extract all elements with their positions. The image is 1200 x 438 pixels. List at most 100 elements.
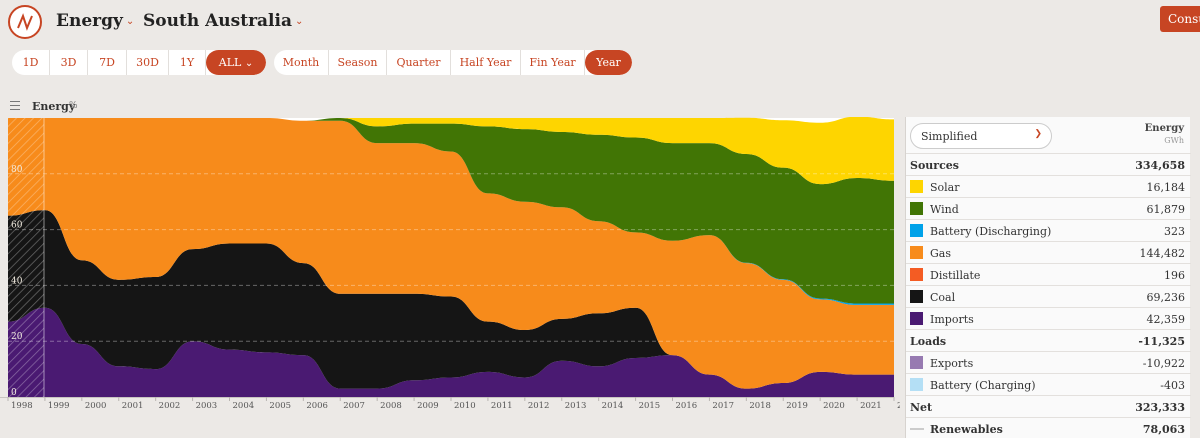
- x-tick-label: 2013: [565, 401, 587, 411]
- x-tick-label: 2007: [343, 401, 365, 411]
- legend-swatch: [910, 290, 923, 303]
- range-button-3d[interactable]: 3D: [50, 50, 88, 75]
- range-button-30d[interactable]: 30D: [127, 50, 169, 75]
- x-tick-label: 2000: [85, 401, 107, 411]
- x-tick-label: 2003: [196, 401, 218, 411]
- y-tick-label: 20: [11, 332, 23, 342]
- row-value: 42,359: [1146, 313, 1186, 326]
- legend-swatch: [910, 268, 923, 281]
- row-label: Coal: [930, 291, 956, 304]
- y-tick-label: 80: [11, 165, 23, 175]
- region-selector[interactable]: South Australia ⌄: [143, 11, 303, 31]
- load-row-exports[interactable]: Exports -10,922: [906, 351, 1191, 373]
- row-label: Exports: [930, 357, 974, 370]
- period-selector: Month Season Quarter Half Year Fin Year Year: [274, 50, 632, 75]
- source-row-gas[interactable]: Gas 144,482: [906, 241, 1191, 263]
- x-tick-label: 2001: [122, 401, 144, 411]
- row-label: Imports: [930, 313, 974, 326]
- period-button-season[interactable]: Season: [329, 50, 387, 75]
- menu-icon[interactable]: [10, 101, 20, 113]
- source-row-imports[interactable]: Imports 42,359: [906, 307, 1191, 329]
- row-label: Loads: [910, 335, 947, 348]
- range-button-1y[interactable]: 1Y: [169, 50, 206, 75]
- period-button-fin-year[interactable]: Fin Year: [521, 50, 585, 75]
- row-value: -10,922: [1142, 357, 1185, 370]
- legend-line-icon: [910, 428, 924, 430]
- source-row-wind[interactable]: Wind 61,879: [906, 197, 1191, 219]
- y-tick-label: 60: [11, 221, 23, 231]
- x-tick-label: 1998: [11, 401, 33, 411]
- row-value: 61,879: [1146, 203, 1186, 216]
- x-tick-label: 2012: [528, 401, 550, 411]
- y-tick-label: 0: [11, 388, 17, 398]
- series-area-wind[interactable]: [8, 118, 894, 304]
- chart-title: Energy: [32, 100, 76, 113]
- x-tick-label: 2010: [454, 401, 476, 411]
- x-tick-label: 2014: [602, 401, 624, 411]
- consult-button[interactable]: Consu: [1160, 6, 1200, 32]
- load-row-battery-charging[interactable]: Battery (Charging) -403: [906, 373, 1191, 395]
- x-tick-label: 2005: [269, 401, 291, 411]
- renewables-row: Renewables 78,063: [906, 417, 1191, 438]
- source-row-coal[interactable]: Coal 69,236: [906, 285, 1191, 307]
- chevron-down-icon: ❯: [1034, 129, 1042, 139]
- legend-swatch: [910, 378, 923, 391]
- column-title: Energy: [1144, 123, 1184, 134]
- top-bar: Energy⌄ South Australia⌄ Consu: [0, 0, 1200, 44]
- period-button-year[interactable]: Year: [585, 50, 632, 75]
- range-button-7d[interactable]: 7D: [88, 50, 127, 75]
- series-area-solar[interactable]: [8, 117, 894, 185]
- logo-icon[interactable]: [8, 5, 42, 39]
- column-header: Energy GWh: [1145, 123, 1184, 145]
- x-tick-label: 2006: [306, 401, 328, 411]
- x-tick-label: 2019: [786, 401, 808, 411]
- row-label: Sources: [910, 159, 959, 172]
- source-row-battery-discharging[interactable]: Battery (Discharging) 323: [906, 219, 1191, 241]
- sources-header-row: Sources 334,658: [906, 153, 1191, 175]
- source-row-distillate[interactable]: Distillate 196: [906, 263, 1191, 285]
- column-unit: GWh: [1164, 136, 1184, 145]
- metric-selector[interactable]: Energy ⌄: [56, 11, 134, 31]
- period-button-month[interactable]: Month: [274, 50, 329, 75]
- chart-unit: %: [69, 101, 78, 111]
- x-tick-label: 2002: [159, 401, 181, 411]
- x-tick-label: 2004: [233, 401, 255, 411]
- row-value: 334,658: [1135, 159, 1185, 172]
- net-row: Net 323,333: [906, 395, 1191, 417]
- partial-period-overlay: [8, 118, 44, 397]
- x-tick-label: 1999: [48, 401, 70, 411]
- row-label: Battery (Discharging): [930, 225, 1052, 238]
- source-row-solar[interactable]: Solar 16,184: [906, 175, 1191, 197]
- x-tick-label: 2015: [639, 401, 661, 411]
- series-area-imports[interactable]: [8, 307, 894, 397]
- period-button-quarter[interactable]: Quarter: [387, 50, 451, 75]
- region-selector-label: South Australia: [143, 11, 292, 31]
- row-value: 144,482: [1139, 247, 1186, 260]
- loads-header-row: Loads -11,325: [906, 329, 1191, 351]
- x-tick-label: 2020: [823, 401, 845, 411]
- range-button-1d[interactable]: 1D: [12, 50, 50, 75]
- row-label: Renewables: [930, 423, 1003, 436]
- series-area-gas[interactable]: [8, 118, 894, 389]
- row-value: 323,333: [1135, 401, 1185, 414]
- row-label: Gas: [930, 247, 951, 260]
- legend-swatch: [910, 356, 923, 369]
- row-value: 16,184: [1146, 181, 1186, 194]
- legend-swatch: [910, 202, 923, 215]
- chevron-down-icon: ⌄: [294, 16, 304, 27]
- energy-area-chart[interactable]: 0 20 40 60 80 1998 1999 2000 2001 2002 2003 2004 200…: [0, 117, 900, 438]
- y-tick-label: 40: [11, 276, 23, 286]
- range-button-all[interactable]: ALL ⌄: [206, 50, 266, 75]
- x-tick-label: 2016: [676, 401, 698, 411]
- legend-swatch: [910, 224, 923, 237]
- metric-selector-label: Energy: [56, 11, 123, 31]
- row-value: -403: [1160, 379, 1185, 392]
- energy-summary-panel: Simplified ❯ Energy GWh Sources 334,658 So…: [905, 117, 1191, 438]
- series-area-coal[interactable]: [8, 210, 894, 389]
- period-button-half-year[interactable]: Half Year: [451, 50, 521, 75]
- view-selector[interactable]: Simplified ❯: [910, 123, 1052, 149]
- row-label: Net: [910, 401, 933, 414]
- row-label: Wind: [930, 203, 959, 216]
- range-selector: 1D 3D 7D 30D 1Y ALL ⌄: [12, 50, 266, 75]
- row-value: -11,325: [1138, 335, 1185, 348]
